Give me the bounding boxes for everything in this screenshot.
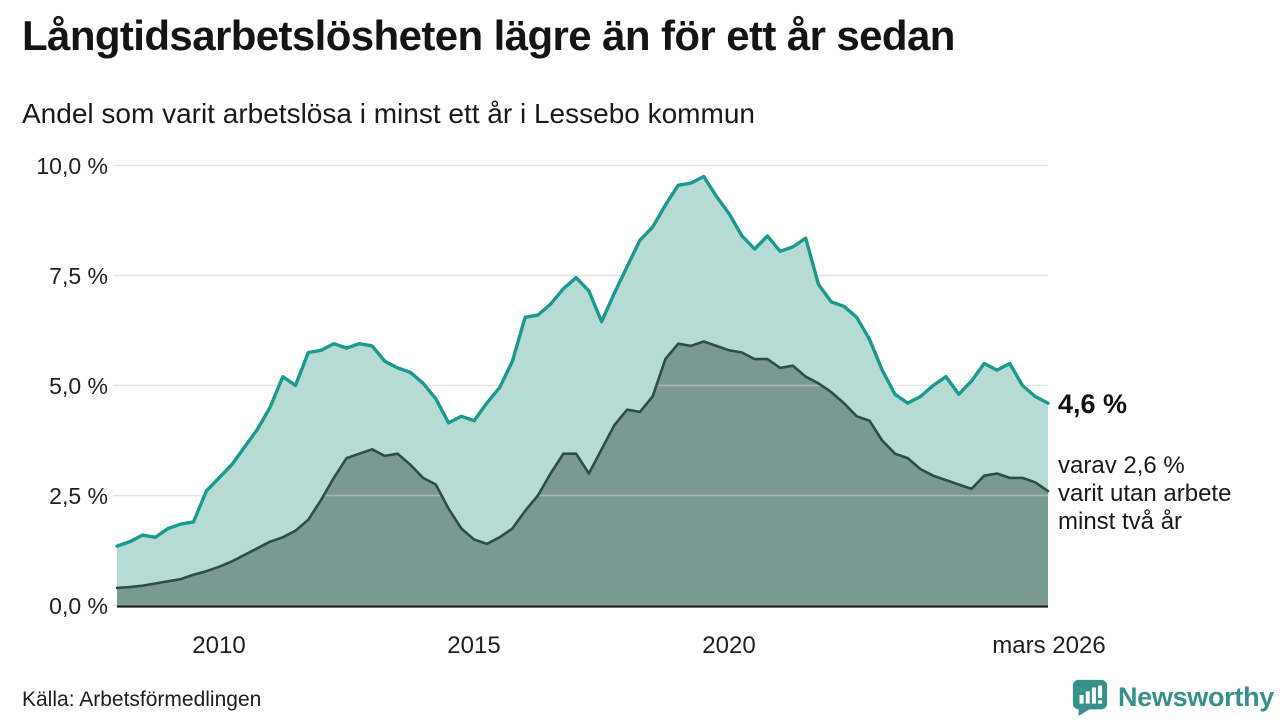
y-tick-label-2-5: 2,5 % [49, 482, 108, 509]
newsworthy-wordmark: Newsworthy [1117, 681, 1274, 712]
series-annotation-two-years: varav 2,6 % varit utan arbete minst två … [1058, 452, 1273, 536]
y-tick-label-5-0: 5,0 % [49, 372, 108, 399]
x-tick-label-mars-2026: mars 2026 [992, 632, 1106, 659]
newsworthy-logo: Newsworthy [1071, 678, 1274, 716]
y-tick-label-10-0: 10,0 % [36, 152, 108, 179]
y-tick-label-0: 0,0 % [49, 592, 108, 619]
y-tick-label-7-5: 7,5 % [49, 262, 108, 289]
series-end-value-total: 4,6 % [1058, 389, 1128, 419]
page-title: Långtidsarbetslösheten lägre än för ett … [22, 12, 955, 59]
series-line-total [115, 174, 1050, 548]
annotation-line-3: minst två år [1058, 508, 1183, 535]
x-tick-label-2015: 2015 [447, 632, 501, 659]
x-tick-label-2010: 2010 [192, 632, 246, 659]
newsworthy-bubble-icon [1072, 679, 1108, 716]
chart-subtitle: Andel som varit arbetslösa i minst ett å… [22, 98, 755, 129]
annotation-line-2: varit utan arbete [1058, 480, 1232, 507]
annotation-line-1: varav 2,6 % [1058, 452, 1185, 479]
source-credit: Källa: Arbetsförmedlingen [22, 688, 262, 711]
series-area-two-years [117, 341, 1048, 606]
series-line-two-years [115, 340, 1050, 590]
x-tick-label-2020: 2020 [702, 632, 756, 659]
